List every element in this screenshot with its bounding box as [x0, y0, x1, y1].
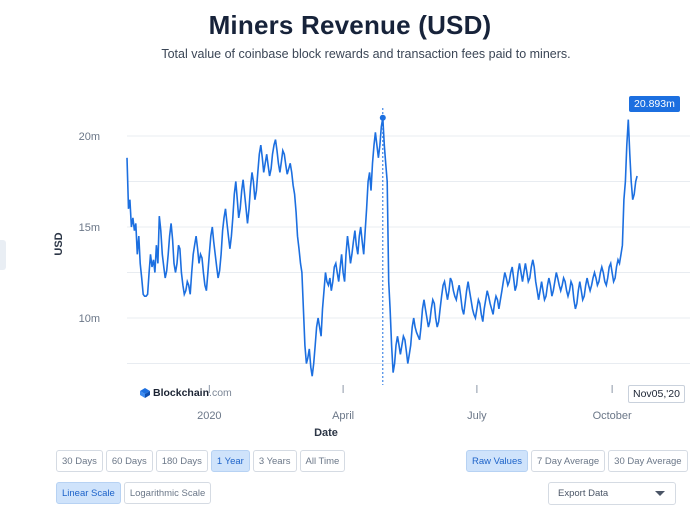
- range-all-time-button[interactable]: All Time: [299, 450, 346, 472]
- logarithmic-scale-button[interactable]: Logarithmic Scale: [123, 482, 212, 504]
- x-tick-label: October: [593, 410, 632, 422]
- blockchain-logo-icon: [140, 388, 150, 398]
- raw-values-button[interactable]: Raw Values: [466, 450, 528, 472]
- range-1-year-button[interactable]: 1 Year: [210, 450, 250, 472]
- y-tick-label: 10m: [79, 313, 100, 325]
- y-tick-label: 15m: [79, 222, 100, 234]
- x-axis: 2020 April July October: [197, 385, 632, 422]
- crosshair-point: [379, 114, 386, 121]
- range-180-days-button[interactable]: 180 Days: [155, 450, 208, 472]
- chart-grid: [127, 135, 690, 364]
- time-range-group: 30 Days 60 Days 180 Days 1 Year 3 Years …: [56, 450, 348, 472]
- x-tick-label: July: [467, 410, 487, 422]
- y-axis-title: USD: [53, 232, 65, 255]
- y-axis: 10m 15m 20m: [79, 131, 100, 325]
- y-tick-label: 20m: [79, 131, 100, 143]
- side-handle[interactable]: [0, 240, 6, 270]
- 30-day-average-button[interactable]: 30 Day Average: [608, 450, 688, 472]
- series-line-miners-revenue: [126, 117, 638, 377]
- logo-domain: .com: [209, 387, 232, 399]
- value-mode-group: Raw Values 7 Day Average 30 Day Average: [466, 450, 691, 472]
- scale-group: Linear Scale Logarithmic Scale: [56, 482, 214, 504]
- export-data-label: Export Data: [558, 488, 609, 499]
- page-title: Miners Revenue (USD): [208, 10, 492, 40]
- 7-day-average-button[interactable]: 7 Day Average: [531, 450, 606, 472]
- x-tick-label: April: [332, 410, 354, 422]
- date-tooltip: Nov05,'20: [628, 385, 685, 403]
- page-subtitle: Total value of coinbase block rewards an…: [161, 47, 571, 61]
- logo-name: Blockchain: [153, 387, 210, 399]
- chevron-down-icon: [655, 491, 665, 496]
- export-data-select[interactable]: Export Data: [548, 482, 676, 505]
- blockchain-logo: Blockchain .com: [140, 387, 232, 399]
- value-tooltip: 20.893m: [629, 96, 680, 112]
- range-60-days-button[interactable]: 60 Days: [105, 450, 153, 472]
- x-tick-label: 2020: [197, 410, 221, 422]
- range-30-days-button[interactable]: 30 Days: [56, 450, 103, 472]
- range-3-years-button[interactable]: 3 Years: [252, 450, 297, 472]
- linear-scale-button[interactable]: Linear Scale: [56, 482, 121, 504]
- x-axis-title: Date: [314, 427, 338, 439]
